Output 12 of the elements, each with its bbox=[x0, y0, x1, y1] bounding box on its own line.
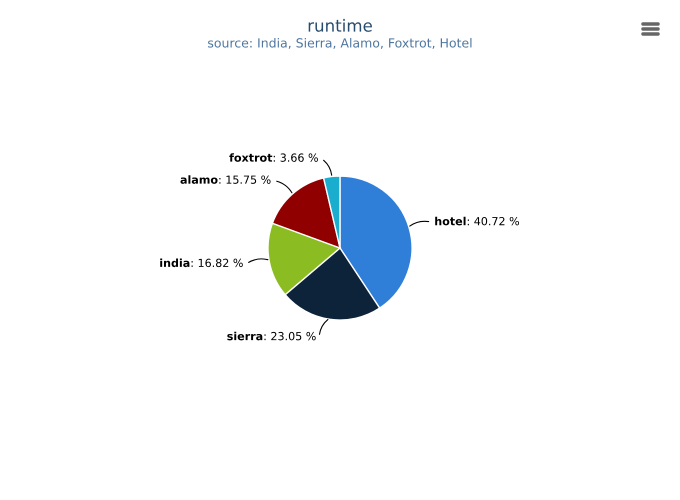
chart-subtitle: source: India, Sierra, Alamo, Foxtrot, Hotel bbox=[208, 38, 472, 49]
slice-label: foxtrot bbox=[229, 153, 272, 162]
data-label: : 3.66 % bbox=[274, 153, 318, 162]
data-label: : 40.72 % bbox=[468, 216, 520, 226]
slice-label: alamo bbox=[180, 175, 218, 184]
data-label: : 16.82 % bbox=[192, 258, 243, 268]
slice-label: india bbox=[160, 258, 190, 268]
slice-label: sierra bbox=[227, 332, 262, 340]
data-label: : 23.05 % bbox=[264, 332, 316, 340]
slice-label: hotel bbox=[435, 216, 466, 226]
chart-title: runtime bbox=[308, 18, 372, 32]
data-label: : 15.75 % bbox=[219, 175, 271, 184]
